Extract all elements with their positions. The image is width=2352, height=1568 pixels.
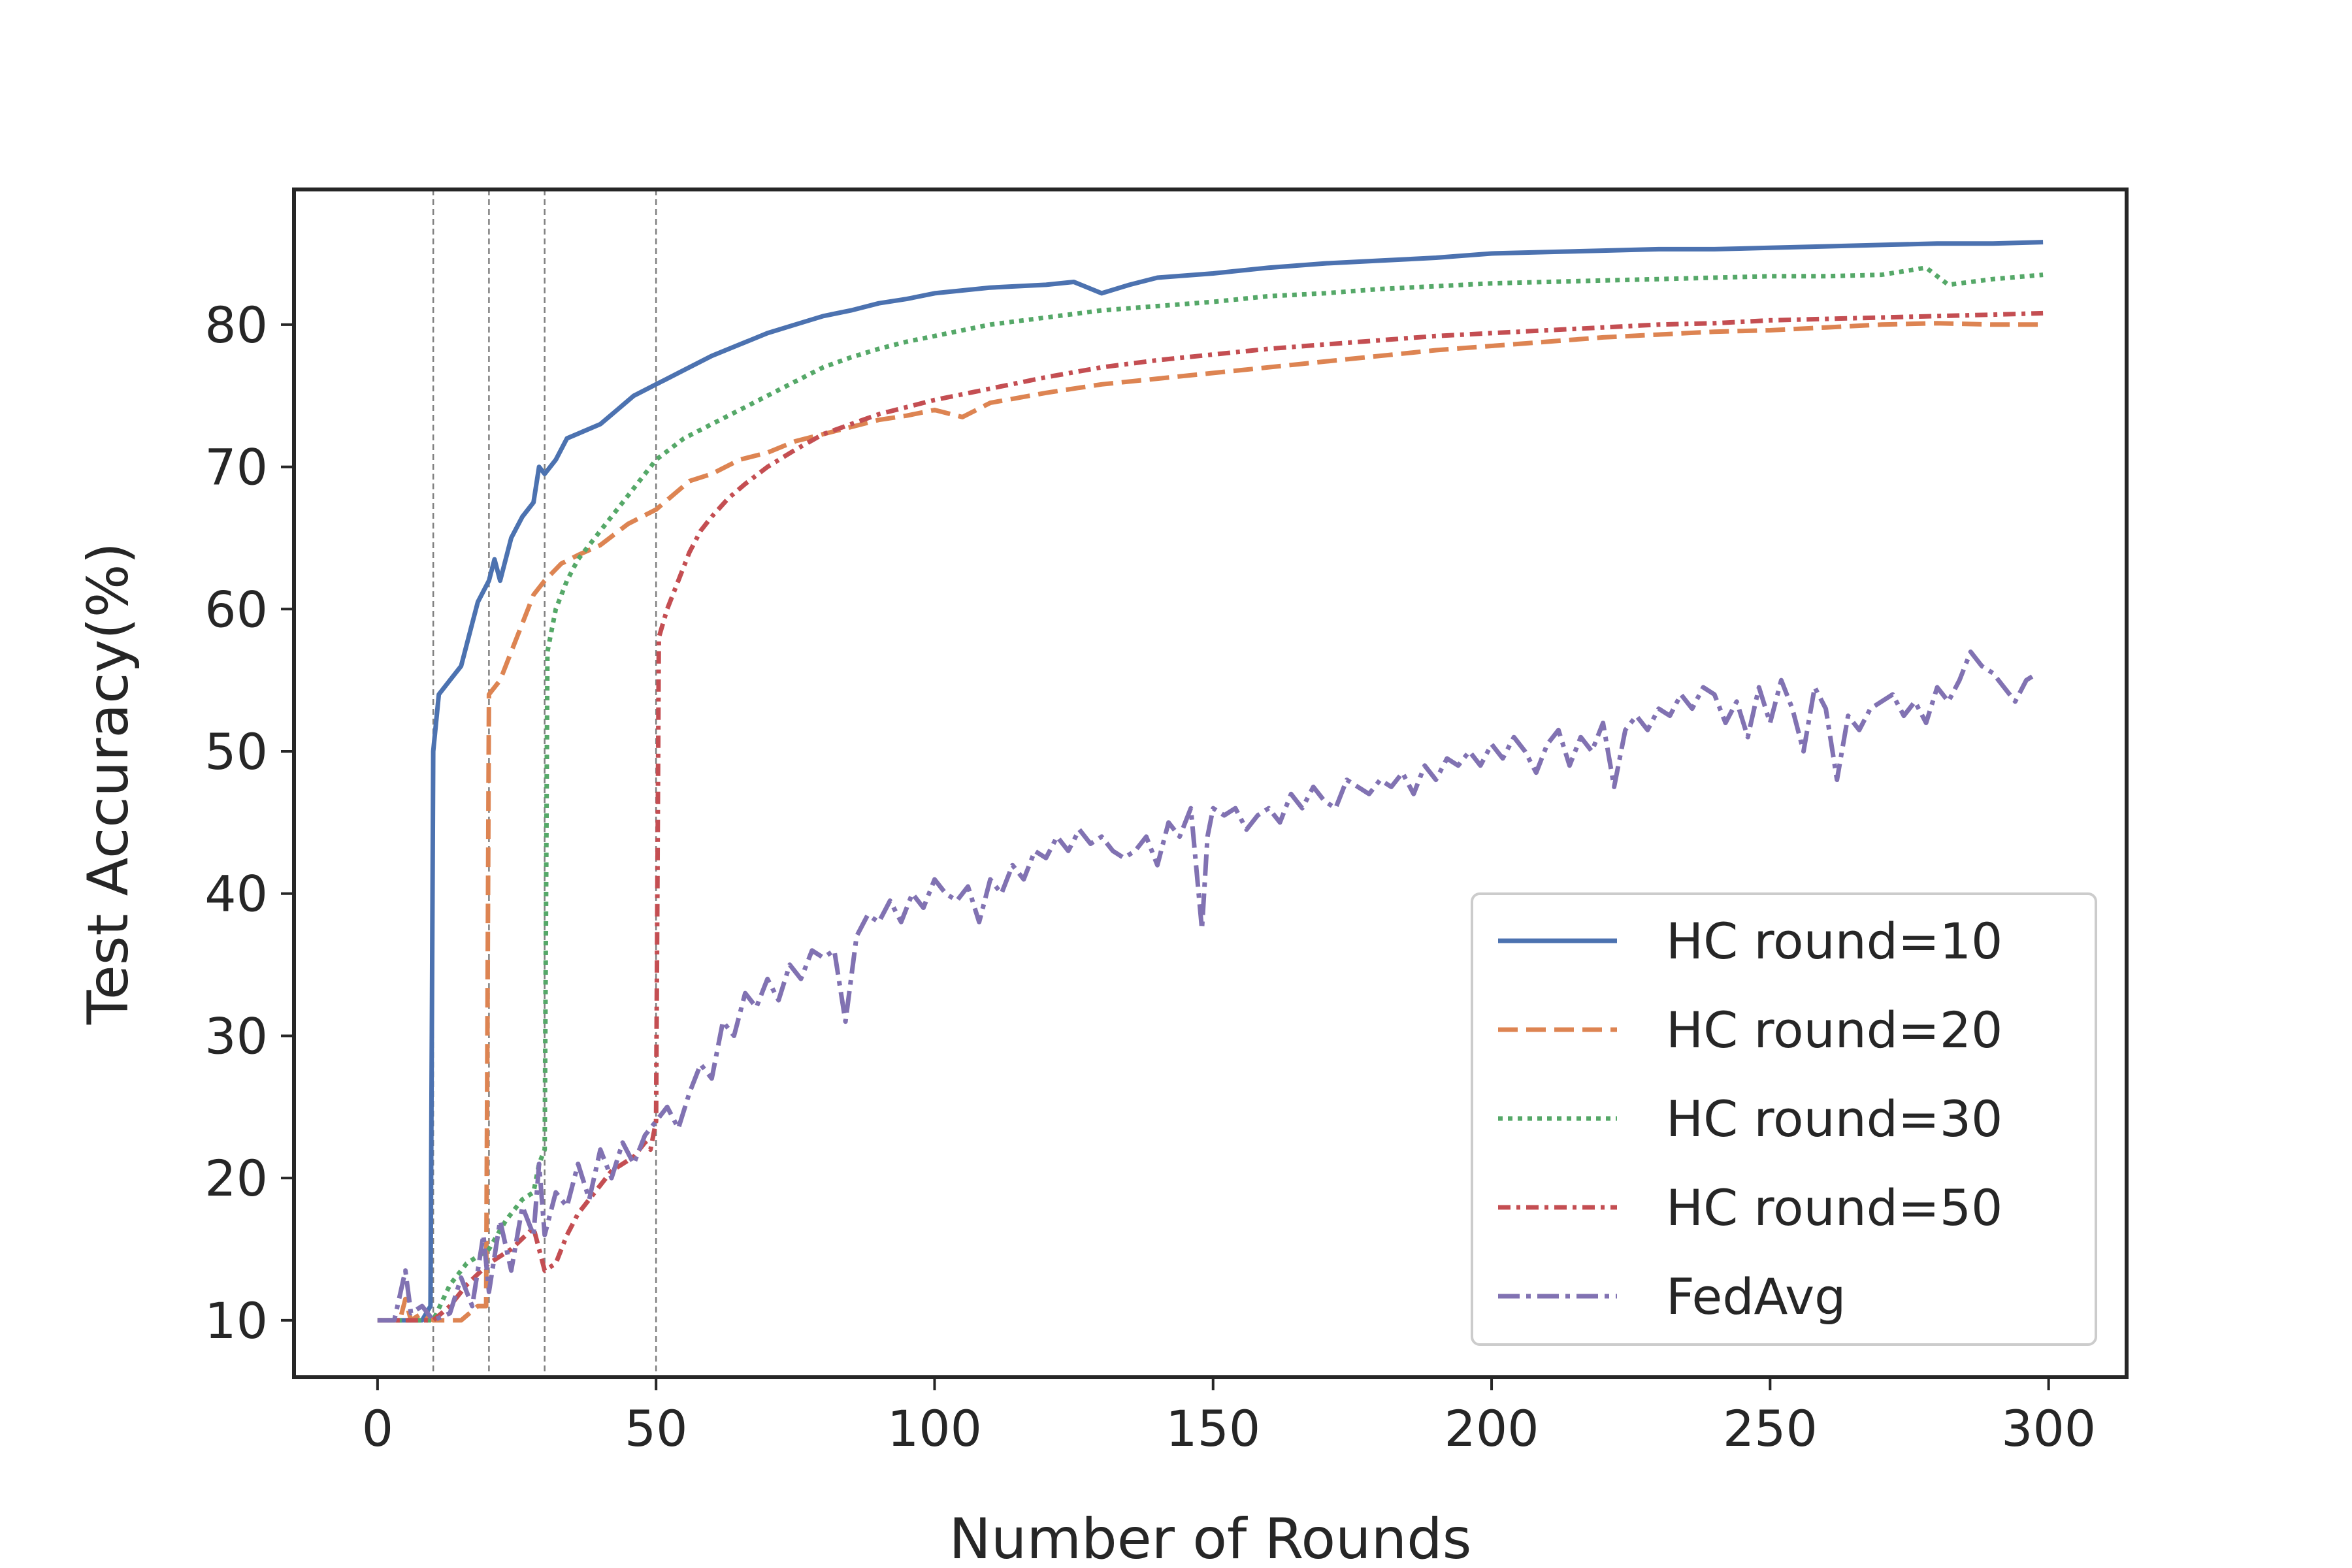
series-line-3 [377,265,2044,1323]
y-axis-label: Test Accuracy(%) [76,542,141,1025]
legend-label: HC round=50 [1666,1179,2002,1237]
x-tick-label: 100 [887,1399,982,1458]
x-tick-label: 200 [1445,1399,1539,1458]
plot-frame [292,188,2129,1379]
series-line-4 [377,310,2044,1323]
y-tick-label: 20 [204,1149,268,1207]
x-tick-label: 150 [1166,1399,1260,1458]
y-tick-label: 80 [204,296,268,354]
x-tick-label: 250 [1723,1399,1818,1458]
x-axis-ticks: 0 50 100 150 200 250 300 [362,1377,2096,1458]
y-tick-label: 30 [204,1007,268,1065]
legend-label: FedAvg [1666,1267,1846,1326]
series-line-1 [377,240,2044,1323]
legend-label: HC round=20 [1666,1001,2002,1059]
legend: HC round=10 HC round=20 HC round=30 HC roun… [1471,892,2097,1346]
legend-label: HC round=30 [1666,1090,2002,1148]
y-tick-label: 60 [204,580,268,638]
y-axis-ticks: 10 20 30 40 50 60 70 80 [204,296,294,1350]
x-axis-label: Number of Rounds [949,1507,1472,1568]
legend-label: HC round=10 [1666,912,2002,970]
legend-box [1471,892,2097,1346]
series-line-5 [377,649,2039,1323]
y-tick-label: 50 [204,723,268,781]
x-tick-label: 0 [362,1399,393,1458]
series-lines [377,240,2044,1323]
y-tick-label: 40 [204,865,268,923]
x-tick-label: 300 [2001,1399,2096,1458]
y-tick-label: 10 [204,1292,268,1350]
series-line-2 [377,321,2044,1323]
y-tick-label: 70 [204,438,268,497]
x-tick-label: 50 [625,1399,688,1458]
